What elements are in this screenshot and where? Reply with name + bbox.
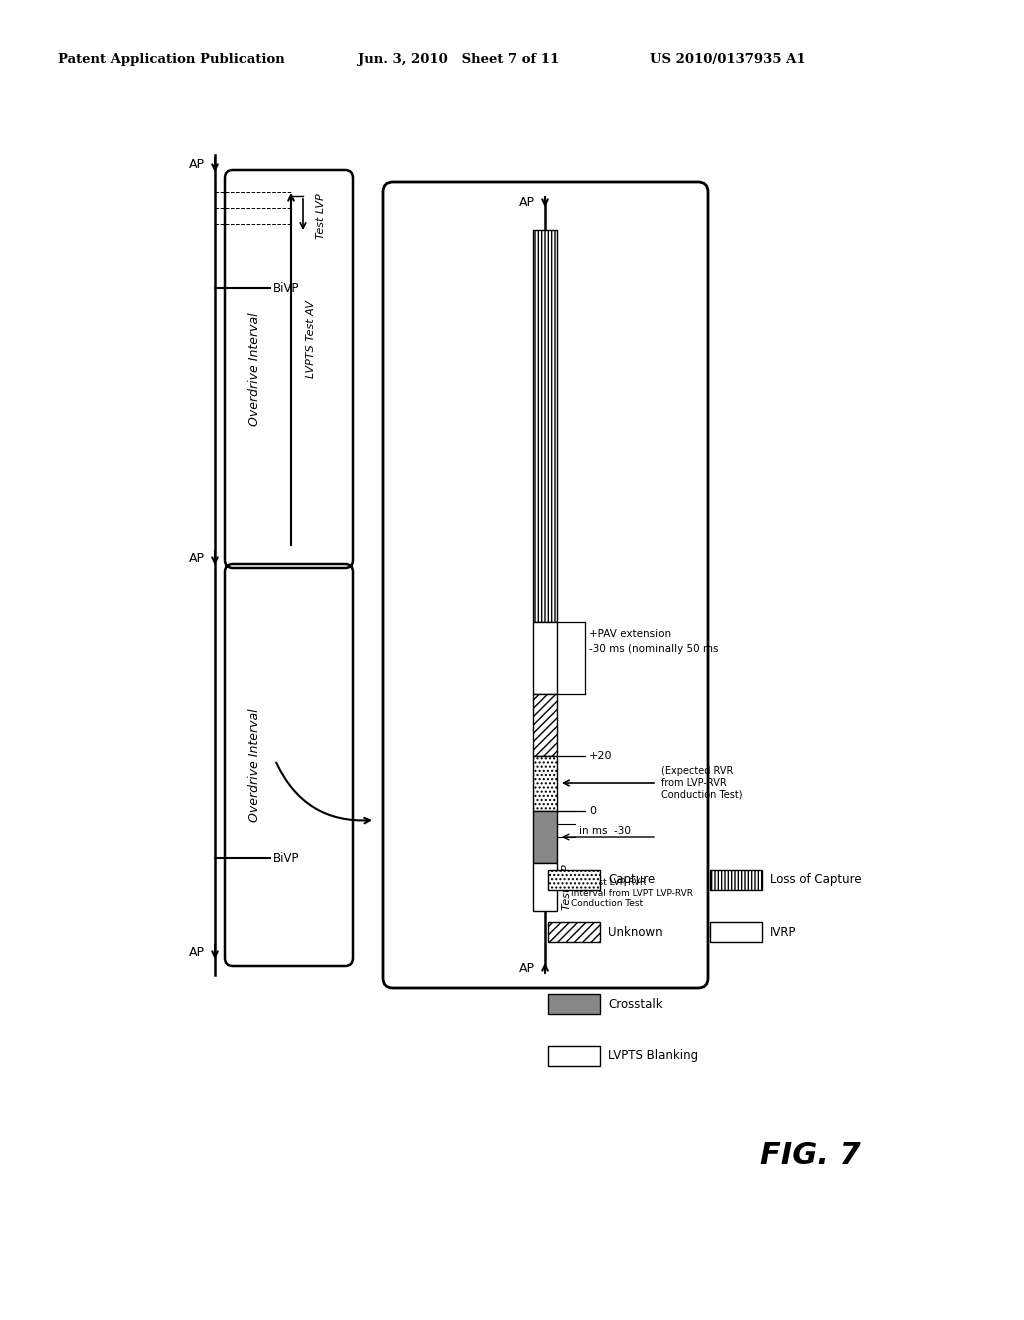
Bar bbox=[534, 810, 557, 863]
Text: AP: AP bbox=[189, 158, 205, 172]
Text: US 2010/0137935 A1: US 2010/0137935 A1 bbox=[650, 54, 806, 66]
Text: AP: AP bbox=[519, 195, 535, 209]
Bar bbox=[548, 1045, 600, 1067]
Bar bbox=[534, 756, 557, 810]
Text: Loss of Capture: Loss of Capture bbox=[770, 874, 861, 887]
Bar bbox=[548, 921, 600, 942]
Text: Overdrive Interval: Overdrive Interval bbox=[249, 709, 261, 822]
Text: -30 ms (nominally 50 ms: -30 ms (nominally 50 ms bbox=[589, 644, 719, 653]
Bar bbox=[534, 694, 557, 756]
Text: Capture: Capture bbox=[608, 874, 655, 887]
Text: AP: AP bbox=[519, 961, 535, 974]
Bar bbox=[548, 994, 600, 1014]
Text: (Expected RVR
from LVP-RVR
Conduction Test): (Expected RVR from LVP-RVR Conduction Te… bbox=[662, 767, 742, 800]
Text: +20: +20 bbox=[589, 751, 612, 762]
Text: Overdrive Interval: Overdrive Interval bbox=[249, 313, 261, 426]
Text: 0: 0 bbox=[589, 807, 596, 816]
Text: Crosstalk: Crosstalk bbox=[608, 998, 663, 1011]
Text: LVPTS Blanking: LVPTS Blanking bbox=[608, 1049, 698, 1063]
Text: FIG. 7: FIG. 7 bbox=[760, 1140, 860, 1170]
Text: BiVP: BiVP bbox=[273, 281, 299, 294]
Text: Longest LVP-RVR
interval from LVPT LVP-RVR
Conduction Test: Longest LVP-RVR interval from LVPT LVP-R… bbox=[571, 878, 693, 908]
Bar bbox=[534, 230, 557, 622]
Text: IVRP: IVRP bbox=[770, 925, 797, 939]
Text: Patent Application Publication: Patent Application Publication bbox=[58, 54, 285, 66]
Text: Test LVP: Test LVP bbox=[316, 193, 326, 239]
Text: +PAV extension: +PAV extension bbox=[589, 630, 671, 639]
Text: Test LVP: Test LVP bbox=[562, 865, 572, 909]
Bar bbox=[548, 870, 600, 890]
Text: in ms  -30: in ms -30 bbox=[579, 826, 631, 836]
Text: Unknown: Unknown bbox=[608, 925, 663, 939]
Text: BiVP: BiVP bbox=[273, 851, 299, 865]
Bar bbox=[710, 921, 762, 942]
Bar bbox=[710, 870, 762, 890]
Text: Jun. 3, 2010   Sheet 7 of 11: Jun. 3, 2010 Sheet 7 of 11 bbox=[358, 54, 559, 66]
Bar bbox=[534, 863, 557, 911]
Text: AP: AP bbox=[189, 945, 205, 958]
Text: AP: AP bbox=[189, 552, 205, 565]
Text: LVPTS Test AV: LVPTS Test AV bbox=[306, 300, 316, 378]
Bar bbox=[534, 622, 557, 694]
